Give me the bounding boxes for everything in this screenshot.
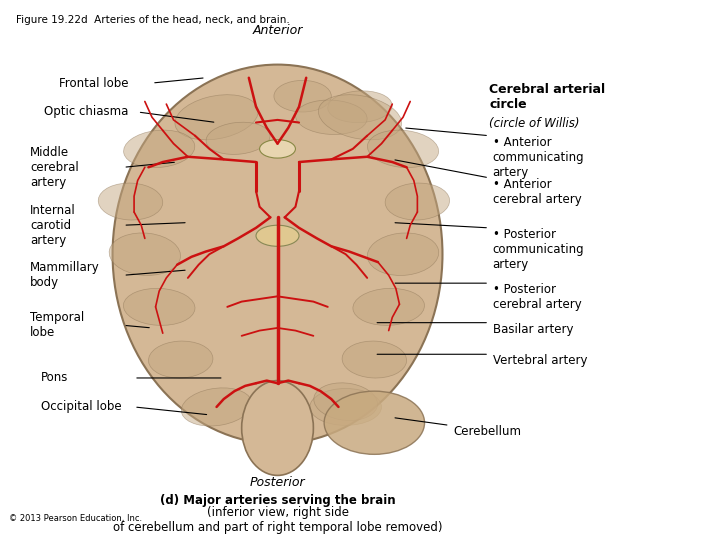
Ellipse shape	[109, 233, 181, 275]
Text: Posterior: Posterior	[250, 476, 305, 489]
Text: Middle
cerebral
artery: Middle cerebral artery	[30, 146, 78, 189]
Ellipse shape	[367, 233, 438, 275]
Ellipse shape	[148, 341, 213, 378]
Text: Temporal
lobe: Temporal lobe	[30, 311, 84, 339]
Text: Pons: Pons	[41, 372, 68, 384]
Text: Vertebral artery: Vertebral artery	[492, 354, 588, 367]
Text: • Posterior
cerebral artery: • Posterior cerebral artery	[492, 283, 582, 311]
Ellipse shape	[124, 130, 195, 167]
Text: Internal
carotid
artery: Internal carotid artery	[30, 204, 76, 247]
Ellipse shape	[328, 91, 392, 123]
Text: (inferior view, right side
of cerebellum and part of right temporal lobe removed: (inferior view, right side of cerebellum…	[113, 506, 442, 534]
Text: (circle of Willis): (circle of Willis)	[489, 117, 580, 130]
Text: Cerebral arterial
circle: Cerebral arterial circle	[489, 83, 606, 111]
Ellipse shape	[324, 391, 425, 454]
Text: Occipital lobe: Occipital lobe	[41, 401, 122, 414]
Text: Cerebellum: Cerebellum	[453, 426, 521, 438]
Ellipse shape	[98, 183, 163, 220]
Text: Basilar artery: Basilar artery	[492, 323, 573, 336]
Ellipse shape	[123, 288, 195, 326]
Text: Figure 19.22d  Arteries of the head, neck, and brain.: Figure 19.22d Arteries of the head, neck…	[16, 15, 289, 24]
Ellipse shape	[112, 65, 443, 444]
Text: Optic chiasma: Optic chiasma	[45, 105, 129, 118]
Ellipse shape	[175, 94, 258, 140]
Ellipse shape	[367, 130, 438, 167]
Text: Anterior: Anterior	[252, 24, 302, 37]
Text: • Posterior
communicating
artery: • Posterior communicating artery	[492, 228, 585, 271]
Ellipse shape	[318, 94, 402, 140]
Ellipse shape	[274, 80, 331, 112]
Text: © 2013 Pearson Education, Inc.: © 2013 Pearson Education, Inc.	[9, 514, 142, 523]
Ellipse shape	[206, 122, 270, 154]
Ellipse shape	[353, 288, 425, 326]
Text: • Anterior
cerebral artery: • Anterior cerebral artery	[492, 178, 582, 206]
Text: Frontal lobe: Frontal lobe	[59, 77, 128, 90]
Ellipse shape	[256, 225, 299, 246]
Ellipse shape	[310, 388, 382, 426]
Ellipse shape	[295, 100, 367, 134]
Text: • Anterior
communicating
artery: • Anterior communicating artery	[492, 136, 585, 179]
Text: Mammillary
body: Mammillary body	[30, 261, 100, 289]
Ellipse shape	[242, 381, 313, 475]
Ellipse shape	[181, 388, 252, 426]
Text: (d) Major arteries serving the brain: (d) Major arteries serving the brain	[160, 494, 395, 507]
Ellipse shape	[314, 383, 377, 421]
Ellipse shape	[342, 341, 407, 378]
Ellipse shape	[385, 183, 449, 220]
Ellipse shape	[260, 140, 295, 158]
